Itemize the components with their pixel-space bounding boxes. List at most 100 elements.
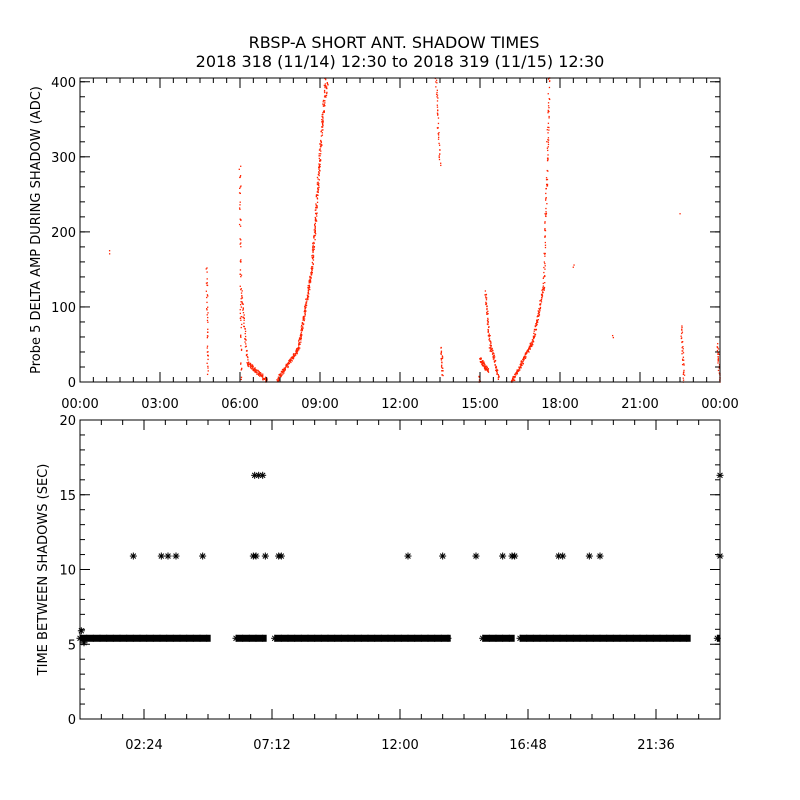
amplitude-point	[301, 328, 303, 330]
amplitude-point	[285, 366, 287, 368]
amplitude-point	[245, 345, 247, 347]
amplitude-point	[547, 112, 549, 114]
amplitude-point	[287, 366, 289, 368]
amplitude-point	[308, 286, 311, 288]
amplitude-point	[547, 110, 549, 112]
amplitude-point	[296, 353, 298, 355]
amplitude-point	[324, 86, 326, 89]
amplitude-point	[287, 364, 289, 366]
interval-point	[563, 634, 571, 642]
amplitude-point	[296, 349, 298, 352]
amplitude-point	[244, 341, 246, 343]
amplitude-point	[440, 351, 443, 353]
amplitude-point	[547, 139, 549, 141]
amplitude-point	[240, 275, 242, 278]
amplitude-point	[681, 329, 683, 331]
amplitude-point	[545, 183, 548, 186]
amplitude-point	[327, 83, 329, 85]
amplitude-point	[312, 244, 314, 246]
amplitude-point	[488, 333, 490, 335]
amplitude-point	[308, 287, 310, 289]
amplitude-point	[282, 368, 285, 371]
amplitude-point	[487, 321, 489, 323]
amplitude-point	[485, 296, 487, 298]
interval-point	[172, 552, 180, 560]
amplitude-point	[314, 222, 316, 225]
amplitude-point	[257, 373, 260, 375]
amplitude-point	[539, 306, 542, 309]
amplitude-point	[437, 109, 439, 111]
amplitude-point	[295, 352, 297, 354]
amplitude-point	[258, 372, 261, 374]
amplitude-point	[242, 307, 244, 309]
amplitude-point	[318, 153, 320, 155]
amplitude-point	[300, 326, 303, 328]
amplitude-point	[439, 149, 441, 151]
amplitude-point	[253, 367, 255, 370]
amplitude-point	[277, 376, 280, 378]
amplitude-point	[533, 332, 535, 335]
amplitude-point	[207, 367, 209, 369]
amplitude-point	[717, 360, 719, 362]
interval-point	[623, 634, 631, 642]
amplitude-point	[487, 310, 489, 313]
amplitude-point	[549, 98, 551, 101]
amplitude-point	[253, 368, 255, 371]
amplitude-point	[485, 301, 487, 304]
amplitude-point	[440, 350, 443, 352]
amplitude-point	[493, 361, 496, 363]
amplitude-point	[486, 311, 488, 314]
amplitude-point	[681, 358, 684, 360]
amplitude-point	[541, 293, 543, 295]
interval-point	[357, 634, 365, 642]
amplitude-point	[442, 356, 444, 358]
interval-point	[417, 634, 425, 642]
amplitude-point	[260, 374, 263, 377]
amplitude-point	[440, 347, 442, 349]
amplitude-point	[542, 286, 544, 289]
amplitude-point	[264, 376, 267, 378]
amplitude-point	[323, 104, 325, 106]
amplitude-point	[248, 361, 250, 363]
amplitude-point	[316, 191, 318, 193]
amplitude-point	[544, 282, 546, 284]
amplitude-point	[298, 342, 300, 344]
amplitude-point	[256, 373, 258, 375]
amplitude-point	[679, 213, 681, 215]
amplitude-point	[240, 288, 242, 290]
amplitude-point	[311, 269, 313, 271]
amplitude-point	[254, 371, 256, 373]
amplitude-point	[318, 155, 320, 157]
amplitude-point	[538, 311, 540, 313]
amplitude-point	[544, 246, 547, 249]
amplitude-point	[532, 335, 535, 337]
amplitude-point	[292, 353, 295, 355]
amplitude-point	[322, 124, 324, 127]
amplitude-point	[488, 347, 491, 349]
amplitude-point	[304, 308, 306, 310]
y-tick-label: 5	[68, 638, 76, 653]
amplitude-point	[485, 293, 488, 296]
amplitude-point	[298, 349, 300, 351]
amplitude-point	[325, 94, 328, 97]
amplitude-point	[250, 363, 252, 366]
amplitude-point	[526, 350, 529, 352]
amplitude-point	[437, 138, 440, 140]
amplitude-point	[323, 84, 325, 87]
amplitude-point	[321, 126, 323, 128]
interval-point	[529, 634, 537, 642]
amplitude-point	[322, 129, 324, 131]
amplitude-point	[304, 312, 306, 315]
amplitude-point	[239, 208, 241, 210]
amplitude-point	[541, 291, 544, 293]
amplitude-point	[547, 105, 550, 107]
amplitude-point	[323, 105, 325, 107]
amplitude-point	[280, 375, 282, 378]
amplitude-point	[436, 104, 438, 106]
interval-point	[404, 552, 412, 560]
amplitude-point	[314, 219, 316, 221]
amplitude-point	[311, 261, 314, 264]
interval-point	[669, 634, 677, 642]
amplitude-point	[305, 310, 307, 312]
amplitude-point	[717, 352, 719, 354]
